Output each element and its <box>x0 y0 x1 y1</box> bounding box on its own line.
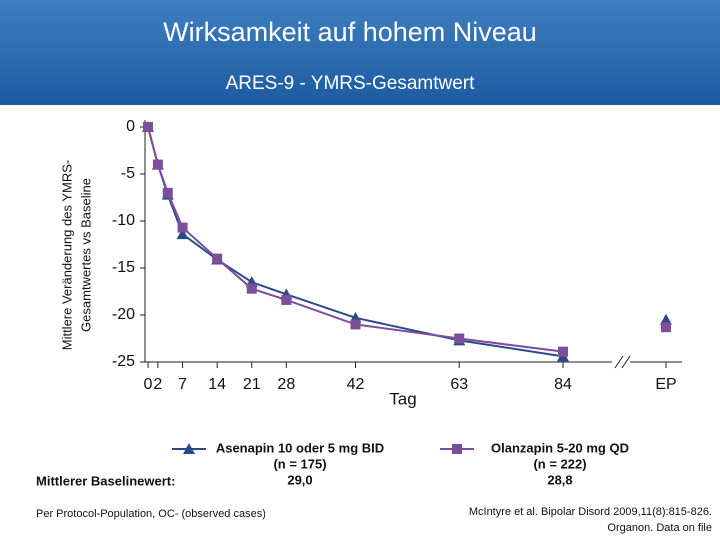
x-tick-label: 0 <box>144 376 153 393</box>
x-axis-label: Tag <box>389 389 416 408</box>
data-point <box>558 346 568 357</box>
legend-n: (n = 175) <box>273 456 326 471</box>
x-tick-label: 2 <box>153 376 162 393</box>
footnote: Organon. Data on file <box>607 522 712 534</box>
legend-marker <box>183 443 195 454</box>
x-tick-label: 63 <box>450 376 468 393</box>
chart-title: Wirksamkeit auf hohem Niveau <box>163 17 537 47</box>
endpoint-point <box>660 313 672 325</box>
y-tick-label: 0 <box>126 118 135 135</box>
endpoint-point <box>661 322 671 333</box>
legend-marker <box>452 444 462 454</box>
data-point <box>176 228 189 240</box>
chart-subtitle: ARES-9 - YMRS-Gesamtwert <box>226 73 476 94</box>
data-point <box>454 333 465 344</box>
x-tick-label: EP <box>655 376 676 393</box>
x-tick-label: 42 <box>347 376 365 393</box>
x-tick-label: 14 <box>208 376 226 393</box>
series-line <box>147 126 564 353</box>
baseline-value: 29,0 <box>287 472 312 487</box>
y-axis-label: Gesamtwertes vs Baseline <box>78 178 93 332</box>
y-tick-label: -5 <box>121 165 135 182</box>
legend-label: Olanzapin 5-20 mg QD <box>491 440 629 455</box>
data-point <box>246 283 257 294</box>
x-tick-label: 7 <box>178 376 187 393</box>
footnote: Per Protocol-Population, OC- (observed c… <box>36 508 266 520</box>
y-tick-label: -15 <box>112 259 135 276</box>
data-point <box>152 159 163 170</box>
axis-break <box>621 355 631 369</box>
data-point <box>212 253 223 264</box>
header-band <box>0 0 720 105</box>
y-tick-label: -20 <box>112 306 135 323</box>
data-point <box>143 122 153 132</box>
y-axis-label: Mittlere Veränderung des YMRS- <box>59 160 74 351</box>
baseline-label: Mittlerer Baselinewert: <box>36 473 175 488</box>
y-tick-label: -10 <box>112 212 135 229</box>
footnote: McIntyre et al. Bipolar Disord 2009,11(8… <box>469 506 712 518</box>
data-point <box>350 319 361 330</box>
legend-n: (n = 222) <box>533 456 586 471</box>
baseline-value: 28,8 <box>547 472 572 487</box>
x-tick-label: 84 <box>554 376 572 393</box>
legend-label: Asenapin 10 oder 5 mg BID <box>216 440 384 455</box>
x-tick-label: 28 <box>277 376 295 393</box>
axis-break <box>614 355 624 369</box>
data-point <box>281 294 292 305</box>
data-point <box>162 187 173 198</box>
x-tick-label: 21 <box>243 376 261 393</box>
data-point <box>177 222 188 233</box>
y-tick-label: -25 <box>112 353 135 370</box>
